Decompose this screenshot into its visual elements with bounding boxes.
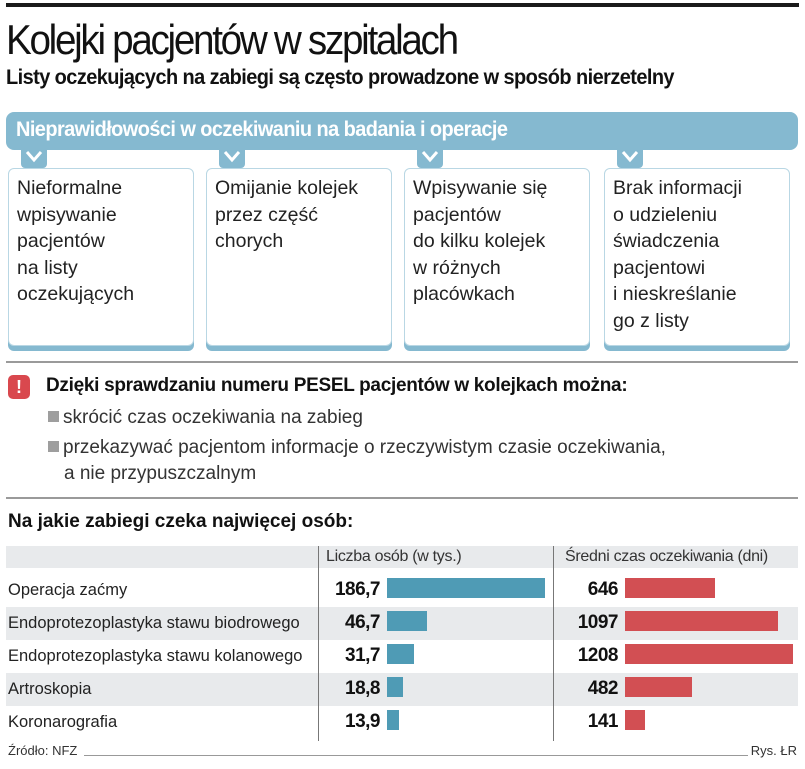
wait-value-label: 482 [587, 678, 619, 699]
column-divider [318, 546, 319, 741]
irregularity-card: Nieformalne wpisywanie pacjentów na listy oc… [8, 168, 194, 346]
card-line: wpisywanie [17, 203, 117, 226]
page-title: Kolejki pacjentów w szpitalach [6, 16, 459, 63]
card-text: Nieformalne wpisywanie pacjentów na listy oc… [17, 175, 134, 308]
pesel-bullet: skrócić czas oczekiwania na zabieg [48, 407, 363, 429]
chevron-down-icon [617, 146, 643, 168]
pesel-heading: Dzięki sprawdzaniu numeru PESEL pacjentó… [46, 375, 628, 396]
wait-bar [625, 644, 793, 664]
row-label: Koronarografia [8, 713, 118, 731]
wait-bar [625, 710, 645, 730]
card-line: w różnych [413, 256, 501, 279]
irregularity-card: Brak informacji o udzieleniu świadczenia pa… [604, 168, 790, 346]
card-line: i nieskreślanie [613, 283, 737, 305]
bullet-text: przekazywać pacjentom informacje o rzecz… [63, 437, 666, 458]
count-value-label: 13,9 [345, 711, 380, 732]
wait-value-label: 1208 [577, 645, 619, 666]
card-line: pacjentowi [613, 256, 706, 279]
card-line: świadczenia [613, 230, 720, 252]
wait-bar [625, 611, 778, 631]
chevron-down-icon [219, 146, 245, 168]
card-line: przez część [215, 203, 318, 226]
bullet-square-icon [48, 411, 59, 422]
bullet-square-icon [48, 441, 59, 452]
top-rule [6, 3, 799, 7]
wait-value-label: 646 [587, 579, 619, 600]
count-bar [387, 677, 403, 697]
wait-bar [625, 677, 693, 697]
card-line: Wpisywanie się [413, 177, 548, 199]
card-line: pacjentów [17, 230, 105, 252]
bullet-text: skrócić czas oczekiwania na zabieg [63, 407, 363, 428]
card-text: Omijanie kolejek przez część chorych [215, 175, 358, 255]
divider [6, 497, 798, 499]
count-bar [387, 611, 427, 631]
chart-title: Na jakie zabiegi czeka najwięcej osób: [8, 511, 354, 532]
count-bar [387, 578, 545, 598]
irregularity-card: Wpisywanie się pacjentów do kilku kolejek w… [404, 168, 590, 346]
bullet-continuation: a nie przypuszczalnym [64, 463, 257, 484]
wait-value-label: 141 [587, 711, 619, 732]
row-label: Endoprotezoplastyka stawu kolanowego [8, 647, 303, 665]
wait-bar [625, 578, 715, 598]
row-label: Operacja zaćmy [8, 581, 128, 599]
count-bar [387, 710, 399, 730]
card-line: placówkach [413, 283, 515, 305]
count-bar [387, 644, 414, 664]
card-line: na listy [17, 256, 78, 279]
irregularity-card: Omijanie kolejek przez część chorych [206, 168, 392, 346]
table-header-band [6, 546, 798, 568]
card-line: chorych [215, 230, 284, 252]
row-label: Endoprotezoplastyka stawu biodrowego [8, 614, 300, 632]
footer-rule [84, 755, 748, 756]
card-line: Brak informacji [613, 177, 742, 199]
card-line: o udzieleniu [613, 203, 718, 226]
count-value-label: 46,7 [345, 612, 380, 633]
count-value-label: 18,8 [345, 678, 380, 699]
wait-value-label: 1097 [577, 612, 619, 633]
card-text: Brak informacji o udzieleniu świadczenia pa… [613, 175, 742, 334]
chevron-down-icon [21, 146, 47, 168]
card-line: Nieformalne [17, 177, 123, 199]
row-label: Artroskopia [8, 680, 92, 698]
card-line: go z listy [613, 309, 689, 332]
card-text: Wpisywanie się pacjentów do kilku kolejek w… [413, 175, 547, 308]
pesel-bullet: przekazywać pacjentom informacje o rzecz… [48, 437, 666, 459]
banner-title: Nieprawidłowości w oczekiwaniu na badani… [16, 118, 508, 141]
chevron-down-icon [417, 146, 443, 168]
column-header-wait: Średni czas oczekiwania (dni) [565, 548, 768, 565]
source-note: Źródło: NFZ [8, 743, 78, 758]
credit-note: Rys. ŁR [750, 743, 797, 758]
column-divider [553, 546, 554, 741]
divider [6, 361, 798, 363]
count-value-label: 31,7 [345, 645, 380, 666]
card-line: Omijanie kolejek [215, 177, 359, 199]
page-subtitle: Listy oczekujących na zabiegi są często … [6, 66, 675, 89]
irregularities-banner: Nieprawidłowości w oczekiwaniu na badani… [6, 112, 798, 150]
card-line: do kilku kolejek [413, 230, 546, 252]
card-line: pacjentów [413, 203, 501, 226]
count-value-label: 186,7 [334, 579, 381, 600]
column-header-count: Liczba osób (w tys.) [326, 548, 462, 565]
exclamation-icon: ! [8, 375, 30, 399]
card-line: oczekujących [17, 283, 135, 305]
